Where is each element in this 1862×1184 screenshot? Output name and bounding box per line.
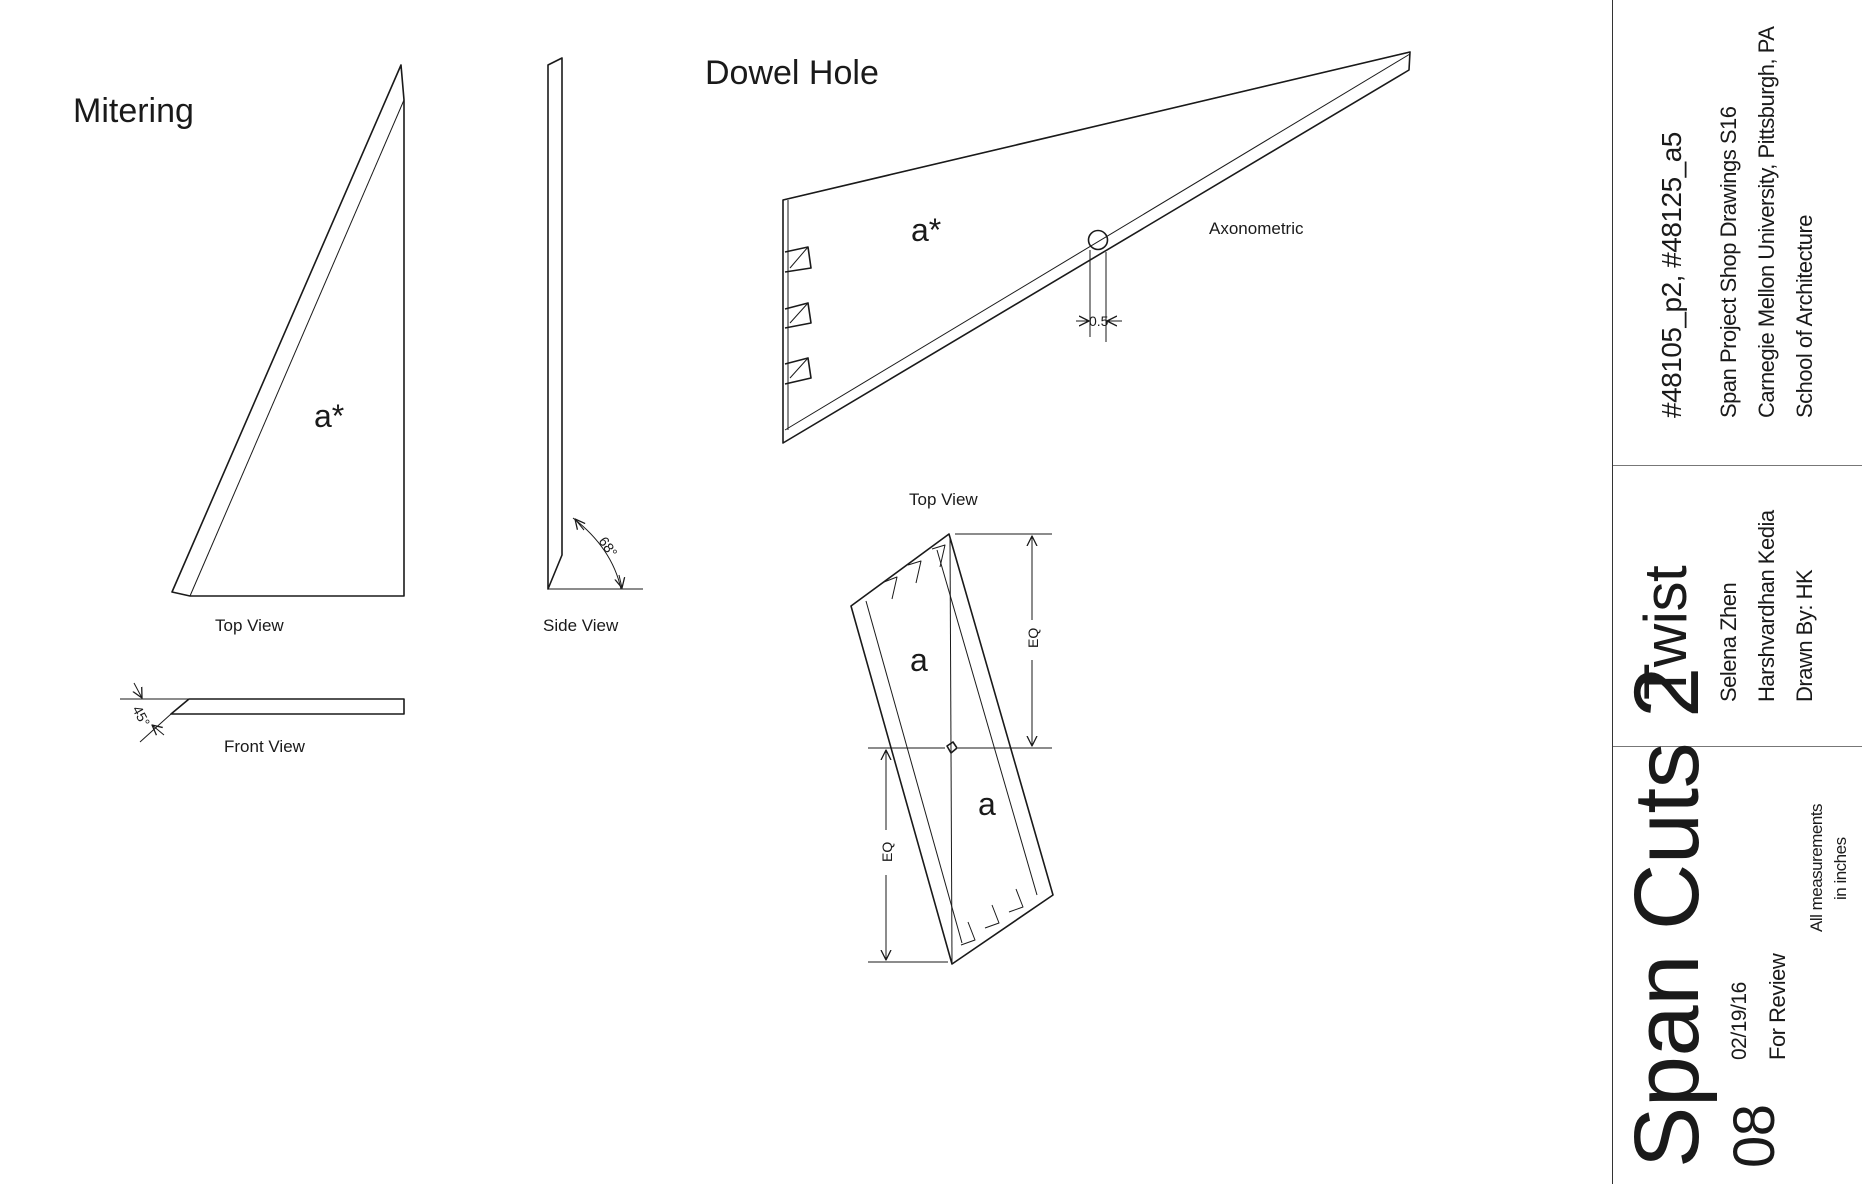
mitering-top-view-outline xyxy=(171,64,405,597)
axonometric-top-edge xyxy=(782,51,1411,201)
mitering-top-view: a* Top View xyxy=(171,64,405,635)
axonometric-piece-label: a* xyxy=(911,212,941,248)
dowel-top-view-label: Top View xyxy=(909,490,978,509)
axonometric-notch-2-depth xyxy=(789,302,809,324)
side-view-angle-arrow-top xyxy=(575,519,584,531)
mitering-front-view-outline xyxy=(170,698,405,715)
dowel-top-view-outline xyxy=(850,533,1054,965)
front-view-angle-label: 45° xyxy=(129,703,153,729)
axonometric-label: Axonometric xyxy=(1209,219,1304,238)
dowel-dimension: 0.5 xyxy=(1089,313,1109,329)
top-view-notch-4 xyxy=(960,921,976,946)
front-view-angle-arrow-top xyxy=(134,682,142,698)
eq-label-left: EQ xyxy=(879,842,895,862)
sheet-title: Span Cuts 2 xyxy=(1616,667,1718,1168)
eq-label-right: EQ xyxy=(1025,628,1041,648)
sheet-status: For Review xyxy=(1765,953,1790,1060)
dowel-top-view-inner-right xyxy=(936,549,1038,896)
mitering-side-view-outline xyxy=(547,57,563,590)
top-view-piece-a-label: a xyxy=(910,642,928,678)
axonometric-bevel-edge xyxy=(784,53,1411,431)
course-name: Span Project Shop Drawings S16 xyxy=(1716,106,1741,418)
top-view-notch-6 xyxy=(1008,888,1024,913)
top-view-piece-a2-label: a xyxy=(978,786,996,822)
top-view-notch-2 xyxy=(907,560,922,584)
author-2: Harshvardhan Kedia xyxy=(1754,510,1779,702)
university-name: Carnegie Mellon University, Pittsburgh, … xyxy=(1754,26,1779,418)
top-view-dowel-marker xyxy=(946,741,958,754)
sheet-date: 02/19/16 xyxy=(1728,982,1751,1060)
dowel-top-view-centerline xyxy=(949,536,953,965)
sheet-number: 08 xyxy=(1722,1104,1787,1168)
dowel-top-view: Top View a a EQ EQ xyxy=(850,490,1054,965)
dowel-hole-title: Dowel Hole xyxy=(705,54,879,92)
school-name: School of Architecture xyxy=(1792,214,1817,418)
dowel-hole-circle xyxy=(1087,229,1109,251)
mitering-title: Mitering xyxy=(73,92,194,130)
axonometric-notch-3-depth xyxy=(789,357,809,379)
mitering-top-view-bevel-line xyxy=(189,99,405,597)
dowel-top-view-inner-left xyxy=(865,600,963,944)
top-view-notch-1 xyxy=(883,576,898,600)
title-block-divider-2 xyxy=(1613,746,1862,747)
top-view-notch-3 xyxy=(931,544,946,568)
mitering-front-view-label: Front View xyxy=(224,737,306,756)
side-view-angle-arrow-bottom xyxy=(619,574,622,588)
side-view-angle-label: 68° xyxy=(596,534,621,561)
mitering-piece-label: a* xyxy=(314,398,344,434)
title-block: #48105_p2, #48125_a5 Span Project Shop D… xyxy=(1612,0,1862,1184)
axonometric-notch-1 xyxy=(784,246,812,273)
mitering-front-view: 45° Front View xyxy=(120,682,405,756)
drawn-by: Drawn By: HK xyxy=(1792,569,1817,702)
mitering-top-view-label: Top View xyxy=(215,616,284,635)
mitering-side-view-label: Side View xyxy=(543,616,619,635)
project-ids: #48105_p2, #48125_a5 xyxy=(1656,132,1687,418)
axonometric-notch-2 xyxy=(784,302,812,329)
top-view-notch-5 xyxy=(984,904,1000,929)
dowel-axonometric: 0.5 a* Axonometric xyxy=(782,51,1411,444)
front-view-angle-arrow-bottom xyxy=(152,725,165,735)
measurement-note-2: in inches xyxy=(1831,837,1850,900)
axonometric-notch-3 xyxy=(784,357,812,385)
mitering-side-view: 68° Side View xyxy=(543,57,643,635)
measurement-note-1: All measurements xyxy=(1807,803,1826,932)
axonometric-notch-1-depth xyxy=(789,246,809,269)
title-block-divider-1 xyxy=(1613,465,1862,466)
